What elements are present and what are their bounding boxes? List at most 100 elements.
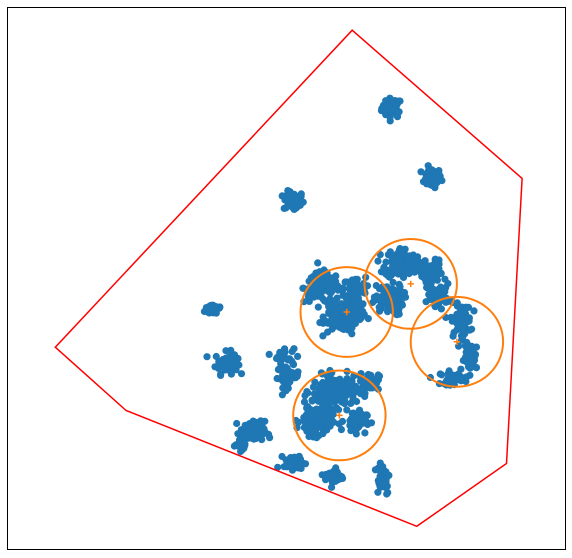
data-point: [379, 287, 388, 295]
data-point: [332, 277, 340, 285]
data-point: [352, 420, 360, 428]
data-point: [445, 367, 453, 375]
data-point: [202, 304, 210, 312]
data-point: [349, 279, 357, 288]
data-point: [337, 426, 345, 434]
data-point: [466, 326, 474, 334]
data-point: [288, 466, 297, 474]
data-point: [431, 286, 439, 294]
data-point: [328, 483, 336, 491]
data-point: [293, 202, 302, 210]
data-point: [312, 405, 321, 413]
data-point: [389, 278, 397, 286]
cluster-circle: [363, 238, 458, 330]
data-point: [395, 108, 403, 116]
data-point: [253, 420, 261, 429]
data-point: [425, 273, 433, 281]
circle-center-marker: [407, 280, 414, 288]
data-point: [338, 417, 347, 425]
data-point: [427, 166, 435, 174]
data-point: [371, 466, 379, 474]
data-point: [404, 252, 412, 260]
data-point: [366, 383, 374, 391]
data-point: [272, 354, 281, 363]
cluster-circles: [292, 238, 505, 462]
data-point: [349, 395, 357, 403]
data-point: [393, 303, 401, 311]
data-point: [301, 392, 309, 400]
data-point: [453, 310, 461, 318]
data-point: [280, 375, 288, 383]
data-point: [345, 384, 354, 393]
data-point: [341, 278, 349, 286]
data-point: [416, 266, 424, 275]
data-point: [396, 255, 404, 263]
data-point: [319, 430, 327, 438]
data-point: [323, 286, 331, 294]
data-point: [356, 390, 365, 398]
data-point: [236, 441, 244, 449]
data-point: [309, 383, 317, 391]
data-point: [395, 268, 403, 276]
data-point: [360, 310, 368, 318]
data-point: [300, 398, 309, 406]
data-point: [384, 308, 392, 316]
data-point: [378, 480, 386, 488]
data-point: [335, 406, 343, 414]
data-point: [449, 332, 457, 340]
data-point: [387, 107, 395, 115]
data-point: [347, 305, 355, 313]
data-point: [455, 342, 463, 350]
data-point: [425, 180, 433, 188]
data-point: [322, 317, 330, 325]
data-point: [364, 370, 372, 379]
data-point: [432, 266, 440, 274]
data-point: [348, 330, 356, 338]
data-point: [319, 278, 327, 286]
data-point: [304, 426, 312, 434]
data-point: [314, 303, 322, 311]
data-point: [385, 273, 393, 281]
data-point: [258, 436, 266, 444]
data-point: [464, 346, 473, 354]
data-point: [472, 364, 480, 372]
data-point: [334, 389, 342, 397]
data-point: [390, 286, 398, 294]
data-point: [382, 475, 390, 483]
cluster-circle: [409, 295, 505, 388]
data-point: [324, 405, 332, 413]
data-point: [399, 273, 408, 282]
data-point: [222, 347, 230, 355]
data-point: [325, 302, 333, 310]
data-point: [390, 294, 399, 303]
data-point: [340, 325, 348, 333]
data-point: [470, 307, 478, 315]
data-point: [217, 371, 225, 379]
circle-center-marker: [336, 412, 343, 419]
data-point: [339, 393, 347, 401]
data-point: [374, 488, 382, 496]
data-point: [353, 306, 361, 314]
data-point: [329, 410, 337, 418]
data-point: [438, 371, 446, 379]
data-point: [235, 436, 244, 444]
cluster-circle: [299, 266, 394, 358]
data-point: [432, 258, 440, 266]
data-point: [343, 406, 351, 414]
convex-hull: [54, 29, 523, 528]
data-point: [424, 284, 432, 292]
data-point: [414, 253, 422, 261]
scatter-points: [200, 94, 481, 498]
data-point: [382, 97, 390, 105]
data-point: [248, 433, 256, 441]
data-point: [299, 284, 307, 292]
data-point: [352, 382, 360, 390]
data-point: [305, 432, 313, 441]
data-point: [308, 397, 316, 405]
data-point: [343, 375, 351, 383]
data-point: [203, 353, 211, 361]
data-point: [412, 260, 420, 268]
data-point: [291, 195, 299, 203]
data-point: [375, 372, 384, 380]
data-point: [303, 404, 311, 412]
